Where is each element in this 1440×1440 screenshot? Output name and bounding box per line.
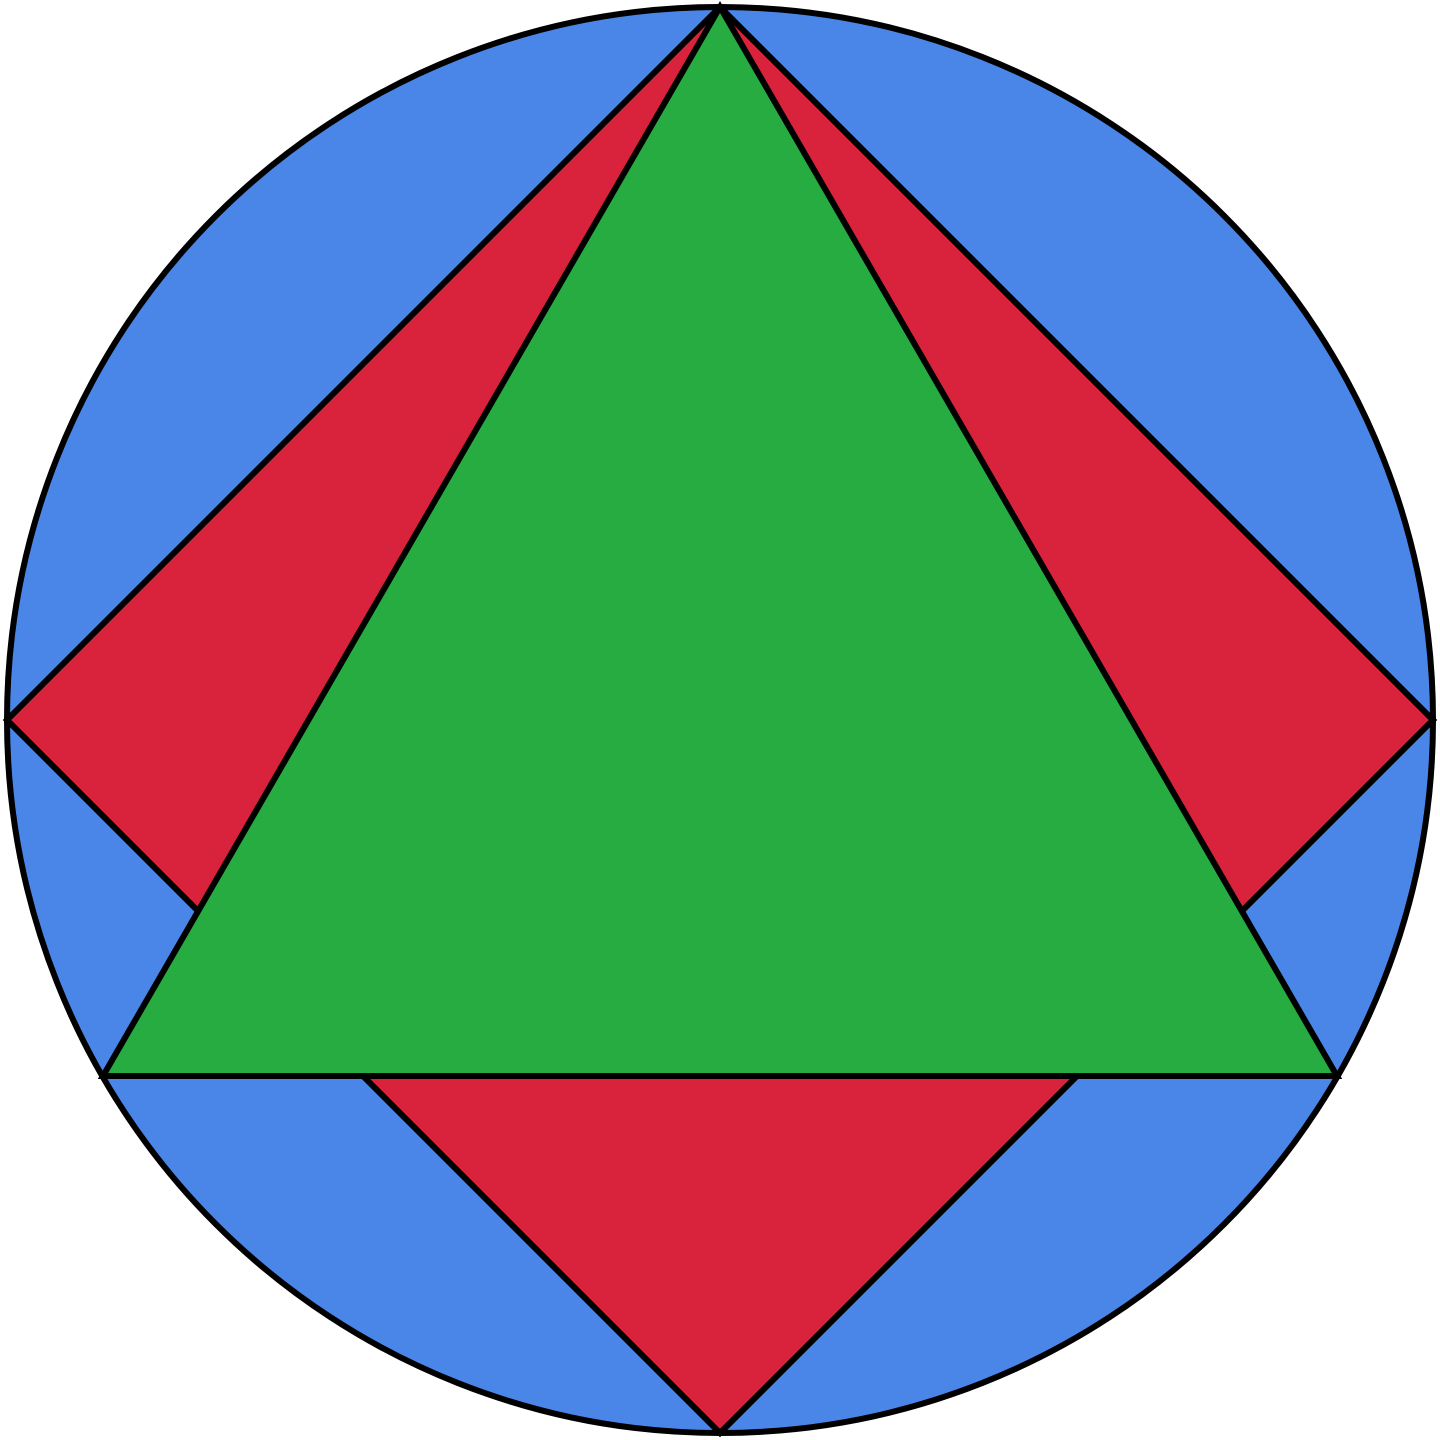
inscribed-equilateral-triangle <box>97 0 1343 1079</box>
